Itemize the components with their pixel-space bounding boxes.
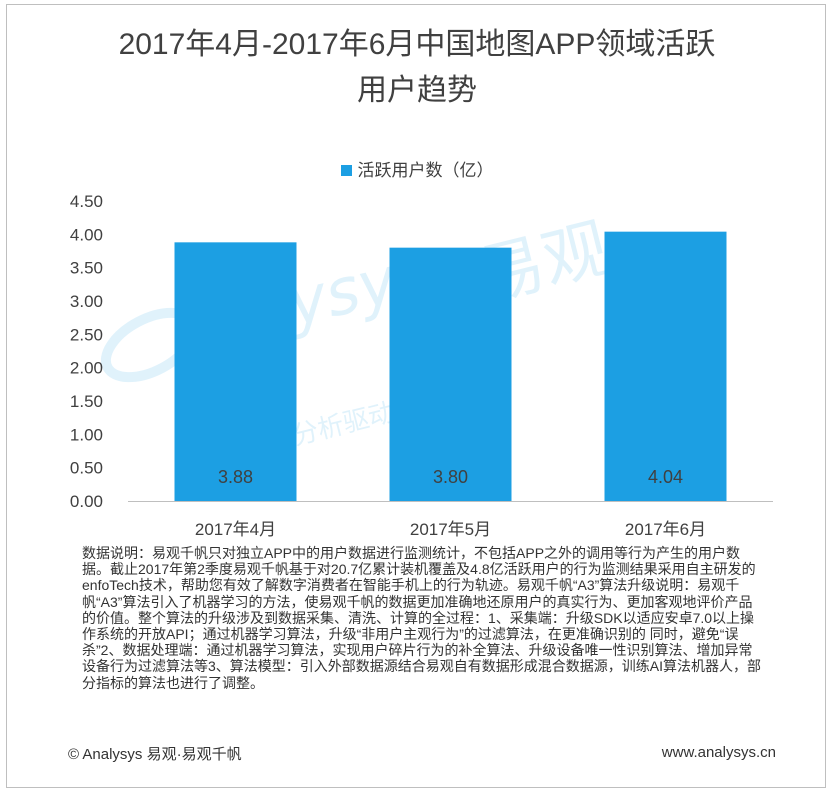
chart-title-line-1: 2017年4月-2017年6月中国地图APP领域活跃: [118, 28, 716, 61]
bar-value-label: 3.80: [433, 467, 468, 487]
bars: 3.88 3.80 4.04: [174, 231, 727, 502]
chart-title-line-2: 用户趋势: [357, 74, 477, 107]
y-tick-label: 2.00: [70, 359, 103, 378]
bar-value-label: 4.04: [648, 467, 683, 487]
chart-legend: 活跃用户数（亿）: [0, 156, 834, 181]
legend-label: 活跃用户数（亿）: [357, 161, 494, 180]
y-tick-label: 4.00: [70, 225, 103, 244]
bar: [174, 242, 297, 502]
bar-value-label: 3.88: [218, 467, 253, 487]
legend-swatch: [340, 165, 352, 176]
x-axis: 2017年4月 2017年5月 2017年6月: [128, 501, 773, 539]
y-tick-label: 1.00: [70, 425, 103, 444]
footer-website: www.analysys.cn: [661, 744, 776, 761]
x-tick-label: 2017年4月: [195, 520, 276, 539]
y-tick-label: 2.50: [70, 325, 103, 344]
bar: [389, 247, 512, 501]
x-tick-label: 2017年5月: [410, 520, 491, 539]
bar: [604, 231, 727, 501]
chart-title: 2017年4月-2017年6月中国地图APP领域活跃 用户趋势: [0, 22, 834, 114]
y-tick-label: 0.50: [70, 459, 103, 478]
y-tick-label: 3.50: [70, 259, 103, 278]
data-note: 数据说明：易观千帆只对独立APP中的用户数据进行监测统计，不包括APP之外的调用…: [82, 545, 762, 691]
footer-copyright: © Analysys 易观·易观千帆: [68, 746, 242, 763]
y-tick-label: 0.00: [70, 492, 103, 511]
x-tick-label: 2017年6月: [625, 520, 706, 539]
y-tick-label: 1.50: [70, 392, 103, 411]
y-axis: 0.00 0.50 1.00 1.50 2.00 2.50 3.00 3.50 4.00 4.50: [70, 192, 103, 511]
y-tick-label: 4.50: [70, 192, 103, 211]
y-tick-label: 3.00: [70, 292, 103, 311]
